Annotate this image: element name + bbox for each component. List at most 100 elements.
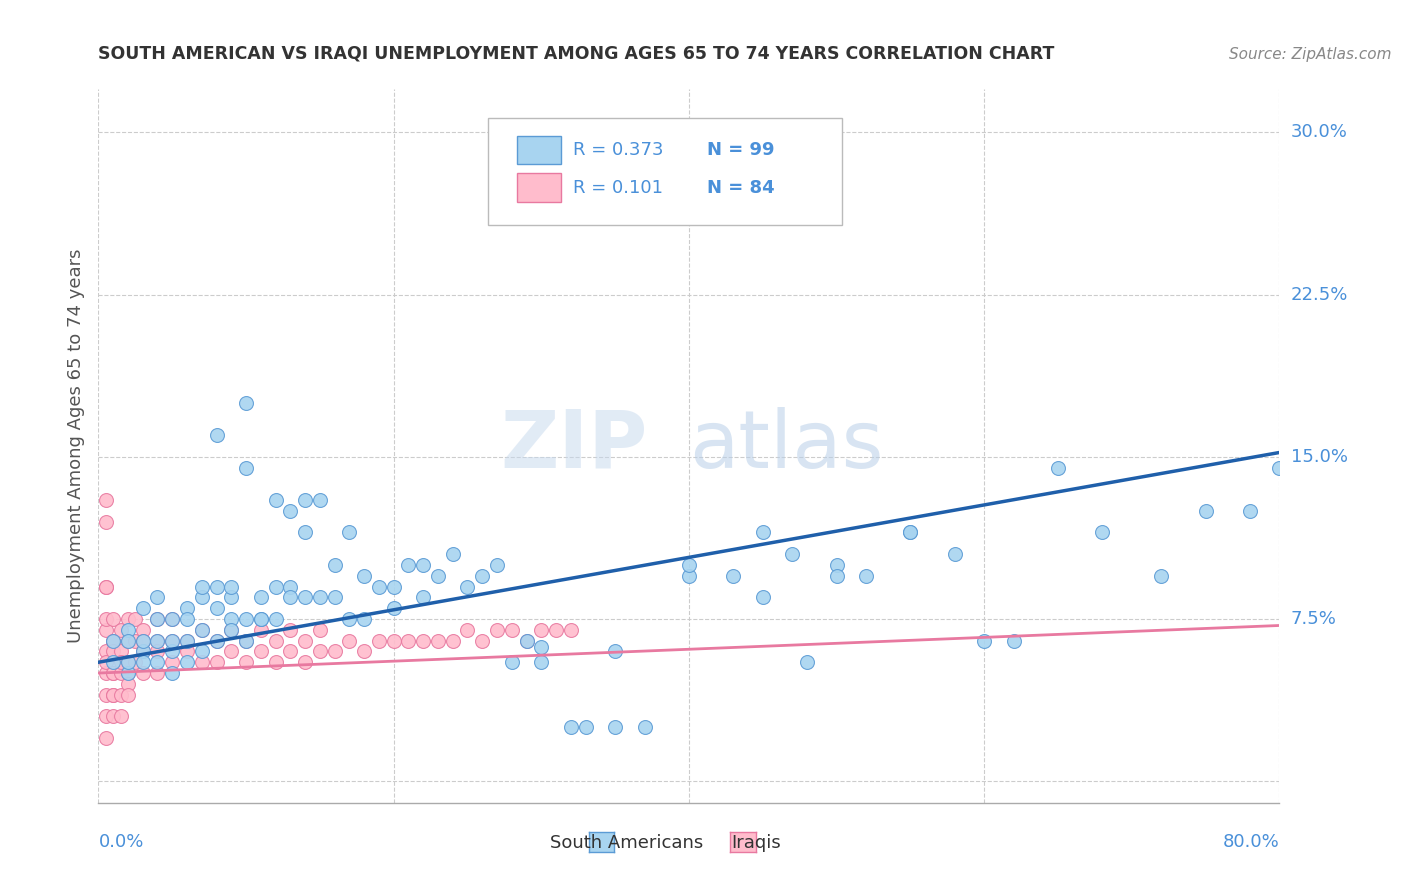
Point	[191, 655, 214, 669]
Point	[456, 623, 478, 637]
Point	[205, 633, 228, 648]
Point	[1002, 633, 1025, 648]
Point	[162, 644, 183, 658]
Point	[117, 655, 139, 669]
Point	[323, 591, 346, 605]
Point	[471, 568, 494, 582]
Point	[294, 493, 316, 508]
Y-axis label: Unemployment Among Ages 65 to 74 years: Unemployment Among Ages 65 to 74 years	[66, 249, 84, 643]
Point	[219, 623, 242, 637]
Point	[412, 591, 434, 605]
Bar	[516, 136, 561, 164]
Point	[94, 623, 117, 637]
Point	[943, 547, 966, 561]
Point	[162, 612, 183, 626]
Text: 0.0%: 0.0%	[98, 833, 143, 851]
Point	[309, 591, 332, 605]
Text: N = 99: N = 99	[707, 141, 775, 159]
Point	[205, 655, 228, 669]
Point	[250, 591, 273, 605]
Point	[1091, 525, 1114, 540]
Point	[219, 612, 242, 626]
Point	[132, 666, 155, 681]
Point	[94, 655, 117, 669]
Point	[132, 644, 155, 658]
Point	[250, 644, 273, 658]
Point	[412, 558, 434, 572]
Point	[117, 677, 139, 691]
Point	[751, 591, 773, 605]
Point	[471, 633, 494, 648]
Point	[110, 688, 132, 702]
Point	[162, 655, 183, 669]
Point	[162, 666, 183, 681]
Point	[94, 612, 117, 626]
Point	[132, 623, 155, 637]
Point	[264, 580, 287, 594]
Point	[605, 644, 627, 658]
Point	[382, 633, 405, 648]
Point	[103, 666, 125, 681]
Point	[103, 612, 125, 626]
Point	[900, 525, 922, 540]
Text: R = 0.373: R = 0.373	[574, 141, 664, 159]
Point	[382, 580, 405, 594]
Point	[219, 580, 242, 594]
Point	[117, 623, 139, 637]
Point	[132, 633, 155, 648]
Bar	[516, 173, 561, 202]
Point	[132, 655, 155, 669]
Point	[721, 568, 744, 582]
Point	[427, 568, 450, 582]
Point	[103, 633, 125, 648]
Point	[117, 655, 139, 669]
Point	[110, 623, 132, 637]
Point	[235, 612, 257, 626]
Point	[94, 666, 117, 681]
Point	[94, 731, 117, 745]
Point	[353, 568, 375, 582]
Point	[264, 493, 287, 508]
Point	[1150, 568, 1173, 582]
Point	[264, 612, 287, 626]
Point	[103, 633, 125, 648]
Point	[678, 568, 700, 582]
Point	[278, 504, 302, 518]
Point	[1239, 504, 1261, 518]
Point	[176, 633, 198, 648]
Point	[191, 591, 214, 605]
Point	[117, 666, 139, 681]
Point	[205, 580, 228, 594]
Point	[110, 655, 132, 669]
Point	[117, 688, 139, 702]
Point	[278, 644, 302, 658]
Point	[146, 612, 169, 626]
Point	[782, 547, 804, 561]
Point	[176, 601, 198, 615]
Point	[103, 709, 125, 723]
Point	[103, 633, 125, 648]
Point	[264, 655, 287, 669]
Point	[162, 612, 183, 626]
Point	[235, 655, 257, 669]
Point	[94, 688, 117, 702]
Point	[264, 633, 287, 648]
Point	[250, 612, 273, 626]
Point	[250, 623, 273, 637]
Point	[294, 655, 316, 669]
Point	[574, 720, 596, 734]
Text: 80.0%: 80.0%	[1223, 833, 1279, 851]
Point	[219, 591, 242, 605]
Point	[205, 633, 228, 648]
Point	[219, 644, 242, 658]
Point	[294, 525, 316, 540]
Point	[530, 640, 553, 654]
Point	[146, 633, 169, 648]
Point	[191, 644, 214, 658]
Point	[250, 612, 273, 626]
Point	[132, 633, 155, 648]
Point	[103, 688, 125, 702]
Point	[146, 655, 169, 669]
Point	[323, 558, 346, 572]
Point	[103, 666, 125, 681]
